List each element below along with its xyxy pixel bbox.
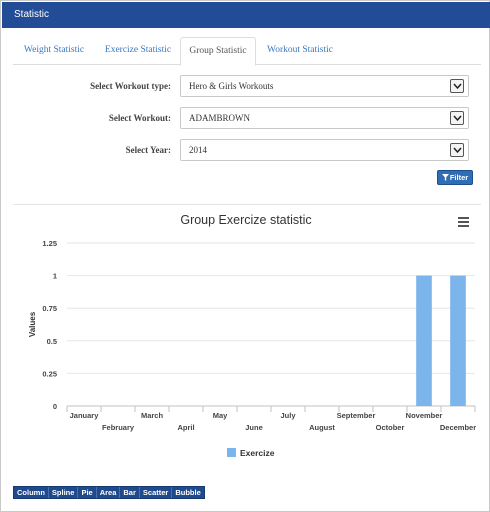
chart-type-buttons: Column Spline Pie Area Bar Scatter Bubble	[13, 486, 205, 499]
tab-weight-statistic[interactable]: Weight Statistic	[23, 45, 85, 55]
tab-bar: Weight Statistic Exercize Statistic Grou…	[13, 37, 481, 66]
y-tick-label: 0.5	[47, 337, 57, 346]
workout-row: Select Workout: ADAMBROWN	[13, 107, 481, 129]
workout-select[interactable]: ADAMBROWN	[180, 107, 469, 129]
x-tick-label: November	[406, 411, 443, 420]
filter-label: Filter	[449, 173, 469, 182]
x-tick-label: September	[337, 411, 376, 420]
year-value: 2014	[189, 145, 207, 155]
chart-type-bar-button[interactable]: Bar	[120, 487, 140, 498]
year-label: Select Year:	[125, 145, 171, 155]
x-tick-label: July	[280, 411, 296, 420]
x-tick-label: October	[376, 423, 405, 432]
tab-exercize-statistic[interactable]: Exercize Statistic	[104, 45, 172, 55]
chevron-down-icon	[450, 143, 464, 157]
y-tick-label: 1	[53, 272, 57, 281]
divider	[13, 204, 481, 205]
y-tick-label: 1.25	[42, 239, 57, 248]
workout-type-row: Select Workout type: Hero & Girls Workou…	[13, 75, 481, 97]
tab-workout-statistic[interactable]: Workout Statistic	[267, 45, 333, 55]
x-tick-label: December	[440, 423, 476, 432]
workout-value: ADAMBROWN	[189, 113, 251, 123]
legend-swatch	[227, 448, 236, 457]
workout-type-value: Hero & Girls Workouts	[189, 81, 274, 91]
chart-title: Group Exercize statistic	[180, 213, 312, 227]
chart-type-pie-button[interactable]: Pie	[78, 487, 97, 498]
filter-icon	[441, 174, 449, 181]
chevron-down-icon	[450, 79, 464, 93]
chart-type-scatter-button[interactable]: Scatter	[140, 487, 173, 498]
chart-type-area-button[interactable]: Area	[97, 487, 121, 498]
x-tick-label: June	[245, 423, 263, 432]
workout-type-label: Select Workout type:	[90, 81, 171, 91]
panel-header: Statistic	[2, 2, 490, 28]
chart-type-bubble-button[interactable]: Bubble	[175, 488, 201, 497]
x-tick-label: January	[70, 411, 100, 420]
chart-legend[interactable]: Exercize	[227, 448, 275, 460]
x-tick-label: February	[102, 423, 135, 432]
chevron-down-icon	[450, 111, 464, 125]
bar	[416, 275, 432, 406]
panel-title: Statistic	[14, 9, 50, 20]
legend-label: Exercize	[240, 448, 275, 458]
tab-group-statistic[interactable]: Group Statistic	[180, 37, 256, 66]
x-tick-label: August	[309, 423, 335, 432]
workout-type-select[interactable]: Hero & Girls Workouts	[180, 75, 469, 97]
x-tick-label: May	[213, 411, 228, 420]
y-tick-label: 0.25	[42, 369, 57, 378]
x-tick-label: March	[141, 411, 164, 420]
y-axis-title: Values	[28, 311, 37, 337]
bar	[450, 275, 466, 406]
filter-button[interactable]: Filter	[437, 170, 473, 185]
year-row: Select Year: 2014	[13, 139, 481, 161]
chart-type-spline-button[interactable]: Spline	[49, 487, 79, 498]
year-select[interactable]: 2014	[180, 139, 469, 161]
workout-label: Select Workout:	[108, 113, 171, 123]
y-tick-label: 0.75	[42, 304, 57, 313]
chart-menu-icon[interactable]	[458, 217, 469, 227]
chart-type-column-button[interactable]: Column	[14, 487, 49, 498]
y-tick-label: 0	[53, 402, 57, 411]
x-tick-label: April	[177, 423, 194, 432]
